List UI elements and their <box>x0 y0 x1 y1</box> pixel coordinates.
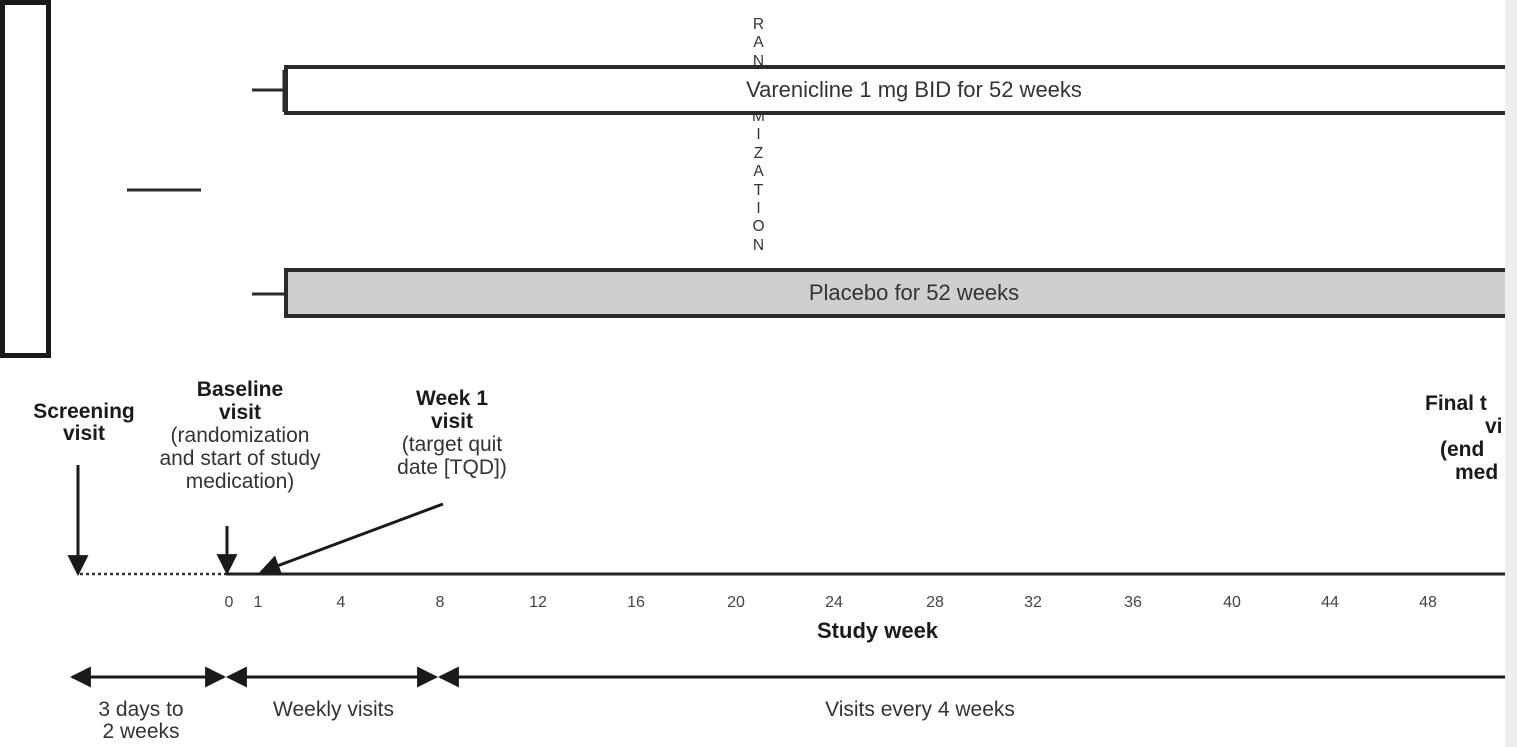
axis-tick: 44 <box>1321 594 1339 611</box>
baseline-visit-label: Baseline visit (randomization and start … <box>125 378 355 493</box>
axis-tick: 48 <box>1419 594 1437 611</box>
rand-letter: T <box>753 181 764 199</box>
rand-letter: A <box>753 163 764 181</box>
axis-tick: 32 <box>1024 594 1042 611</box>
rand-letter: O <box>752 218 765 236</box>
screening-period-label: 3 days to 2 weeks <box>66 699 216 743</box>
placebo-arm-label: Placebo for 52 weeks <box>808 280 1020 305</box>
week1-visit-desc-2: date [TQD]) <box>397 456 507 479</box>
rand-letter: N <box>752 52 765 70</box>
screening-visit-label: Screening visit <box>14 400 154 445</box>
axis-tick: 36 <box>1124 594 1142 611</box>
rand-letter: N <box>752 236 765 254</box>
monthly-period-label: Visits every 4 weeks <box>825 698 1015 721</box>
varenicline-arm-bar: Varenicline 1 mg BID for 52 weeks <box>284 65 1517 115</box>
screening-visit-title-2: visit <box>62 422 106 445</box>
placebo-arm-bar: Placebo for 52 weeks <box>284 268 1517 318</box>
final-visit-line-3: (end <box>1440 438 1485 461</box>
baseline-visit-desc-3: medication) <box>185 470 295 493</box>
axis-tick: 12 <box>529 594 547 611</box>
rand-letter: A <box>753 34 764 52</box>
axis-title: Study week <box>817 618 939 643</box>
screening-visit-title: Screening <box>33 400 135 423</box>
final-visit-line-4: med <box>1455 461 1499 484</box>
randomization-box: R A N D O M I Z A T I O N <box>0 0 765 358</box>
axis-tick: 28 <box>926 594 944 611</box>
axis-tick: 0 <box>224 594 234 611</box>
axis-tick: 16 <box>627 594 645 611</box>
rand-letter: I <box>756 200 761 218</box>
rand-letter: I <box>756 126 761 144</box>
final-visit-line-1: Final t <box>1425 392 1487 415</box>
week1-visit-title-2: visit <box>430 410 474 433</box>
final-visit-line-2: vi <box>1485 415 1503 438</box>
axis-tick: 4 <box>336 594 346 611</box>
baseline-visit-desc-1: (randomization <box>170 424 310 447</box>
right-edge-strip <box>1505 0 1517 747</box>
axis-tick: 8 <box>435 594 445 611</box>
baseline-visit-desc-2: and start of study <box>159 447 321 470</box>
axis-tick: 20 <box>727 594 745 611</box>
axis-tick: 1 <box>253 594 263 611</box>
varenicline-arm-label: Varenicline 1 mg BID for 52 weeks <box>746 77 1082 102</box>
week1-visit-label: Week 1 visit (target quit date [TQD]) <box>372 387 532 479</box>
baseline-visit-title-2: visit <box>218 401 262 424</box>
rand-letter: Z <box>753 144 764 162</box>
axis-tick: 40 <box>1223 594 1241 611</box>
week1-visit-desc-1: (target quit <box>401 433 503 456</box>
rand-letter: R <box>752 16 765 33</box>
week1-visit-title: Week 1 <box>416 387 488 410</box>
final-visit-label: Final t vi (end med <box>1405 392 1515 484</box>
weekly-period-label: Weekly visits <box>273 698 394 721</box>
screening-period-line-1: 3 days to <box>98 698 184 721</box>
week1-visit-arrow <box>259 502 444 576</box>
screening-period-line-2: 2 weeks <box>102 720 180 743</box>
axis-tick: 24 <box>825 594 843 611</box>
baseline-visit-title: Baseline <box>196 378 284 401</box>
